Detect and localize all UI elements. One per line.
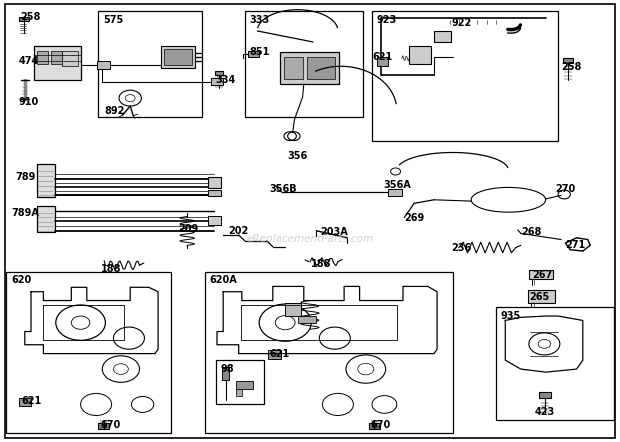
Circle shape (412, 50, 427, 61)
Text: 922: 922 (451, 18, 472, 28)
Text: 621: 621 (270, 350, 290, 359)
Bar (222, 367, 229, 380)
Bar (208, 177, 221, 188)
Text: 188: 188 (311, 259, 332, 269)
Text: 575: 575 (103, 15, 123, 25)
Text: 621: 621 (21, 396, 42, 406)
Bar (529, 270, 553, 279)
Bar (284, 57, 303, 79)
Bar (285, 303, 301, 316)
Text: 789A: 789A (11, 208, 39, 218)
Bar (236, 389, 242, 396)
Bar (268, 350, 281, 359)
Text: 789: 789 (16, 172, 36, 182)
Text: 923: 923 (377, 15, 397, 25)
Text: 271: 271 (565, 240, 586, 250)
Text: 236: 236 (451, 244, 472, 253)
Bar (51, 51, 62, 64)
Text: 268: 268 (521, 228, 541, 237)
Bar (236, 381, 253, 389)
Text: 910: 910 (19, 97, 39, 107)
Text: 333: 333 (250, 15, 270, 25)
Bar (161, 46, 195, 68)
Bar (205, 272, 453, 433)
Bar (34, 46, 81, 80)
Bar (62, 51, 78, 66)
Bar (377, 57, 388, 66)
Bar (434, 31, 451, 42)
Text: 265: 265 (529, 292, 550, 302)
Bar (37, 164, 55, 197)
Bar (372, 11, 558, 141)
Bar (98, 423, 109, 429)
Text: 670: 670 (371, 420, 391, 430)
Text: 188: 188 (100, 264, 121, 274)
Bar (563, 58, 573, 63)
Text: 98: 98 (221, 364, 234, 374)
Bar (37, 206, 55, 232)
Text: 356B: 356B (270, 184, 298, 194)
Bar (216, 360, 264, 404)
Bar (280, 52, 339, 84)
Circle shape (166, 53, 179, 61)
Circle shape (438, 33, 448, 40)
Text: 258: 258 (20, 12, 40, 22)
Bar (164, 49, 192, 65)
Text: 269: 269 (404, 213, 425, 223)
Text: 203A: 203A (320, 227, 348, 236)
Bar (388, 189, 402, 196)
Text: 474: 474 (19, 56, 39, 66)
Bar (98, 11, 202, 117)
Text: 270: 270 (556, 184, 576, 194)
Bar (215, 71, 223, 75)
Text: 670: 670 (100, 420, 121, 430)
Text: 258: 258 (562, 62, 582, 72)
Bar (409, 46, 431, 64)
Text: 356A: 356A (383, 180, 411, 190)
Bar (298, 316, 316, 323)
Text: 620A: 620A (210, 275, 237, 286)
Text: 621: 621 (373, 52, 393, 61)
Bar (245, 11, 363, 117)
Text: 851: 851 (249, 47, 270, 57)
Bar (6, 272, 170, 433)
Bar (307, 57, 335, 79)
Text: 267: 267 (532, 270, 552, 280)
Bar (208, 216, 221, 225)
Circle shape (281, 69, 288, 74)
Text: 209: 209 (179, 224, 199, 234)
Text: 202: 202 (228, 226, 249, 236)
Bar (496, 307, 614, 420)
Bar (19, 398, 31, 406)
Bar (528, 290, 555, 303)
Circle shape (331, 69, 339, 74)
Text: 620: 620 (11, 275, 32, 286)
Bar (369, 423, 380, 429)
Bar (208, 190, 221, 196)
Text: 892: 892 (104, 106, 125, 115)
Bar (539, 392, 551, 398)
Text: 334: 334 (216, 75, 236, 84)
Bar (97, 61, 110, 69)
Bar (37, 51, 48, 64)
Text: eReplacementParts.com: eReplacementParts.com (246, 234, 374, 244)
Bar (248, 51, 259, 57)
Bar (19, 17, 29, 21)
Text: 935: 935 (501, 311, 521, 321)
Bar (211, 78, 223, 85)
Text: 423: 423 (534, 407, 555, 417)
Text: 356: 356 (287, 151, 308, 160)
